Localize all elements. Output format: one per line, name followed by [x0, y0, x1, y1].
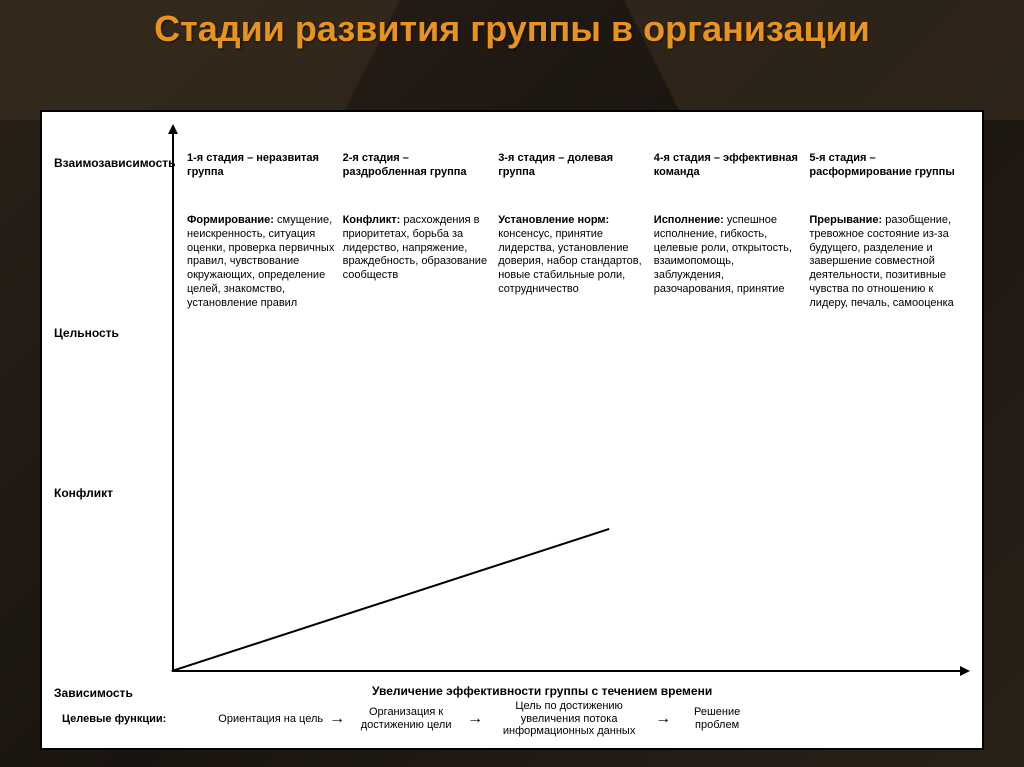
arrow-icon: → — [467, 710, 483, 728]
bottom-flow: Целевые функции: Ориентация на цель → Ор… — [62, 700, 962, 738]
x-axis-arrow-icon — [960, 666, 970, 676]
y-label-1: Цельность — [54, 327, 119, 340]
stage-5-header: 5-я стадия – расформирование группы — [809, 152, 957, 200]
stage-4-body: успешное исполнение, гибкость, целевые р… — [654, 214, 792, 295]
stage-5-body: разобщение, тревожное состояние из-за бу… — [809, 214, 953, 309]
y-axis-line — [172, 132, 174, 672]
y-label-2: Конфликт — [54, 487, 113, 500]
flow-label: Целевые функции: — [62, 713, 166, 725]
arrow-icon: → — [329, 710, 345, 728]
stage-2-header: 2-я стадия – раздробленная группа — [343, 152, 491, 200]
stage-columns: 1-я стадия – неразвитая группа Формирова… — [187, 152, 957, 310]
y-label-3: Зависимость — [54, 687, 133, 700]
diagram-panel: Взаимозависимость Цельность Конфликт Зав… — [40, 110, 984, 750]
stage-4-phase: Исполнение: — [654, 214, 724, 226]
flow-item-3: Решение проблем — [677, 706, 757, 731]
flow-item-0: Ориентация на цель — [218, 713, 323, 726]
stage-col-3: 3-я стадия – долевая группа Установление… — [498, 152, 646, 310]
stage-5-phase: Прерывание: — [809, 214, 882, 226]
stage-3-phase: Установление норм: — [498, 214, 609, 226]
stage-2-phase: Конфликт: — [343, 214, 401, 226]
y-axis-labels: Взаимозависимость Цельность Конфликт Зав… — [54, 137, 169, 677]
stage-col-5: 5-я стадия – расформирование группы Прер… — [809, 152, 957, 310]
flow-item-1: Организация к достижению цели — [351, 706, 461, 731]
flow-item-2: Цель по достижению увеличения потока инф… — [489, 700, 649, 738]
stage-4-header: 4-я стадия – эффективная команда — [654, 152, 802, 200]
stage-1-header: 1-я стадия – неразвитая группа — [187, 152, 335, 200]
y-label-0: Взаимозависимость — [54, 157, 176, 170]
stage-1-phase: Формирование: — [187, 214, 274, 226]
x-axis-line — [172, 670, 962, 672]
stage-col-1: 1-я стадия – неразвитая группа Формирова… — [187, 152, 335, 310]
slide-title: Стадии развития группы в организации — [0, 0, 1024, 49]
stage-3-body: консенсус, принятие лидерства, установле… — [498, 228, 641, 295]
stage-col-4: 4-я стадия – эффективная команда Исполне… — [654, 152, 802, 310]
arrow-icon: → — [655, 710, 671, 728]
stage-col-2: 2-я стадия – раздробленная группа Конфли… — [343, 152, 491, 310]
y-axis-arrow-icon — [168, 124, 178, 134]
stage-1-body: смущение, неискренность, ситуация оценки… — [187, 214, 334, 309]
trend-line — [171, 528, 609, 672]
effectiveness-caption: Увеличение эффективности группы с течени… — [372, 684, 712, 698]
stage-3-header: 3-я стадия – долевая группа — [498, 152, 646, 200]
